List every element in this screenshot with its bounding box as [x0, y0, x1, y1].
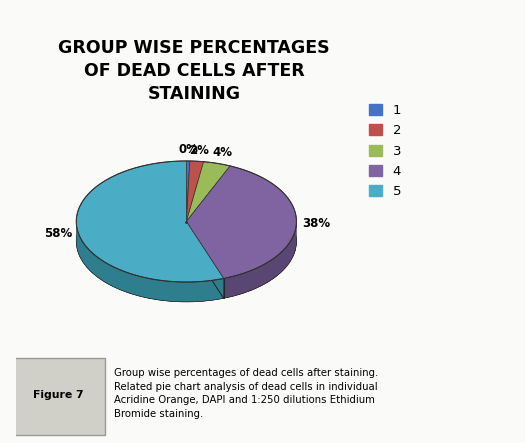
Text: GROUP WISE PERCENTAGES
OF DEAD CELLS AFTER
STAINING: GROUP WISE PERCENTAGES OF DEAD CELLS AFT… [58, 39, 330, 103]
Ellipse shape [76, 181, 297, 302]
Polygon shape [224, 220, 297, 298]
Polygon shape [186, 161, 190, 222]
Text: Figure 7: Figure 7 [34, 390, 84, 400]
Polygon shape [186, 166, 297, 279]
FancyBboxPatch shape [13, 358, 104, 435]
Text: 58%: 58% [44, 227, 72, 240]
Text: 4%: 4% [213, 146, 233, 159]
Text: 0%: 0% [178, 144, 198, 156]
Polygon shape [76, 219, 224, 302]
Text: 2%: 2% [188, 144, 208, 157]
Polygon shape [76, 161, 224, 282]
Polygon shape [186, 162, 230, 222]
Legend: 1, 2, 3, 4, 5: 1, 2, 3, 4, 5 [369, 104, 401, 198]
Text: 38%: 38% [302, 217, 330, 230]
Text: Group wise percentages of dead cells after staining.
Related pie chart analysis : Group wise percentages of dead cells aft… [114, 368, 379, 419]
Polygon shape [186, 161, 204, 222]
